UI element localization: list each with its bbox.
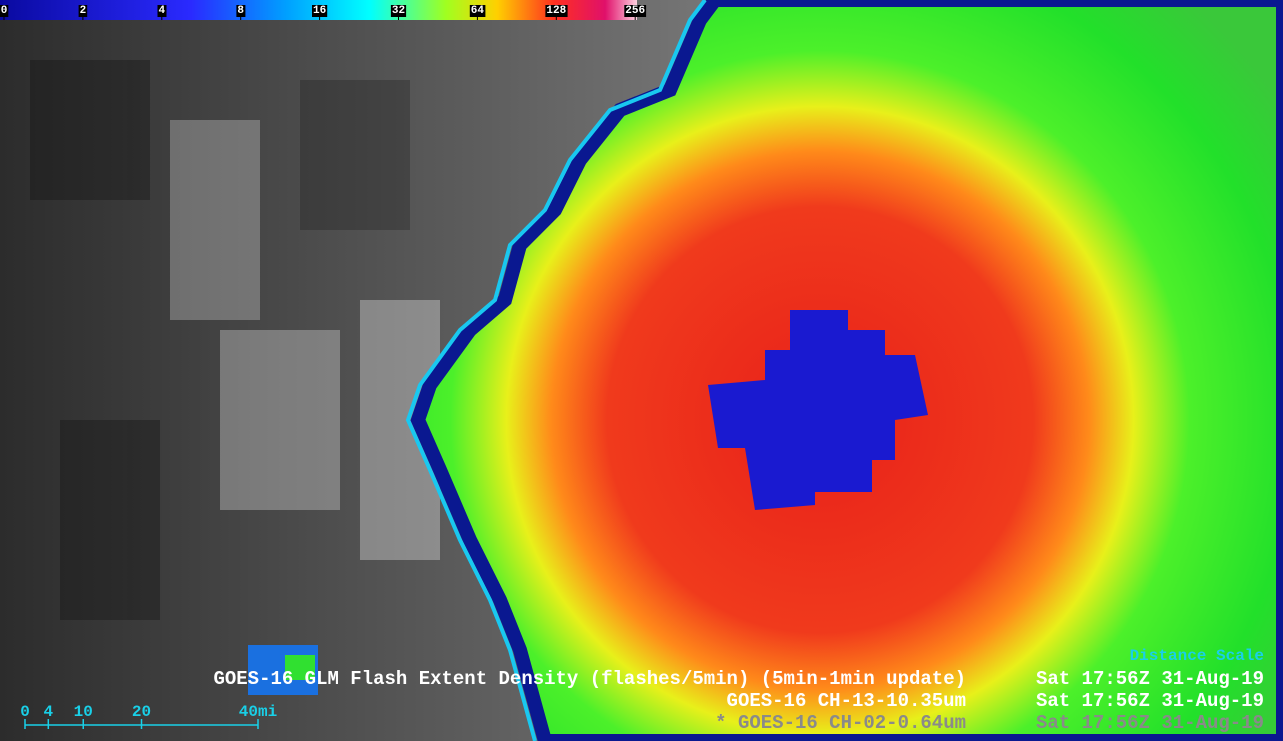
cloud-edge (405, 0, 707, 741)
flash-cell (285, 655, 315, 680)
colorbar-label-bg (624, 5, 647, 17)
colorbar-label: 64 (471, 5, 485, 17)
distance-scale-title: Distance Scale (1130, 647, 1264, 665)
caption-time: Sat 17:56Z 31-Aug-19 (1036, 690, 1264, 712)
distance-scale-label: 20 (132, 703, 151, 721)
colorbar-label-bg (545, 5, 568, 17)
caption-time: Sat 17:56Z 31-Aug-19 (1036, 668, 1264, 690)
caption-product: GOES-16 CH-13-10.35um (727, 690, 966, 712)
colorbar-label-bg (78, 5, 88, 17)
distance-scale-label: 0 (20, 703, 30, 721)
caption-product: GOES-16 GLM Flash Extent Density (flashe… (213, 668, 966, 690)
colorbar-label: 0 (1, 5, 8, 17)
colorbar-label: 4 (158, 5, 165, 17)
colorbar-label-bg (469, 5, 486, 17)
caption-product: * GOES-16 CH-02-0.64um (715, 712, 966, 734)
colorbar-label: 32 (392, 5, 405, 17)
distance-scale-label: 4 (43, 703, 53, 721)
colorbar-label: 256 (625, 5, 645, 17)
colorbar-label: 16 (313, 5, 326, 17)
colorbar-label: 8 (237, 5, 244, 17)
colorbar-label: 128 (546, 5, 566, 17)
cloud-texture (30, 60, 440, 620)
distance-scale-label: 40mi (239, 703, 277, 721)
colorbar-label: 2 (80, 5, 87, 17)
colorbar-label-bg (390, 5, 407, 17)
distance-scale-label: 10 (74, 703, 93, 721)
colorbar-label-bg (157, 5, 167, 17)
colorbar-label-bg (236, 5, 246, 17)
colorbar-label-bg (311, 5, 328, 17)
caption-time: Sat 17:56Z 31-Aug-19 (1036, 712, 1264, 734)
eye (708, 310, 928, 510)
colorbar-label-bg (0, 5, 9, 17)
